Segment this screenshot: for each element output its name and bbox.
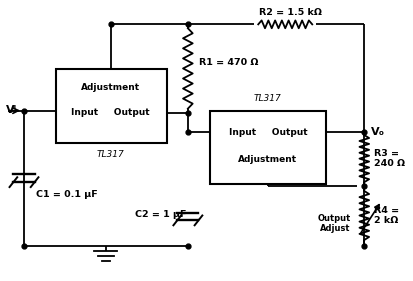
Bar [56,69,167,143]
Text: R4 =
2 kΩ: R4 = 2 kΩ [374,206,399,225]
Text: Adjustment: Adjustment [81,83,140,92]
Text: TL317: TL317 [254,94,282,103]
Text: R3 =
240 Ω: R3 = 240 Ω [374,149,405,168]
Text: Vᴵ: Vᴵ [6,105,17,115]
Text: C1 = 0.1 μF: C1 = 0.1 μF [36,190,97,199]
Text: Adjustment: Adjustment [238,155,297,164]
Text: Output
Adjust: Output Adjust [318,214,351,233]
Text: R1 = 470 Ω: R1 = 470 Ω [199,58,259,67]
Text: R2 = 1.5 kΩ: R2 = 1.5 kΩ [259,8,321,17]
Text: TL317: TL317 [97,150,125,159]
Text: Vₒ: Vₒ [371,127,385,137]
Text: Input     Output: Input Output [71,108,150,117]
Bar [210,111,326,184]
Text: Input     Output: Input Output [228,128,307,137]
Text: C2 = 1 μF: C2 = 1 μF [135,210,186,219]
